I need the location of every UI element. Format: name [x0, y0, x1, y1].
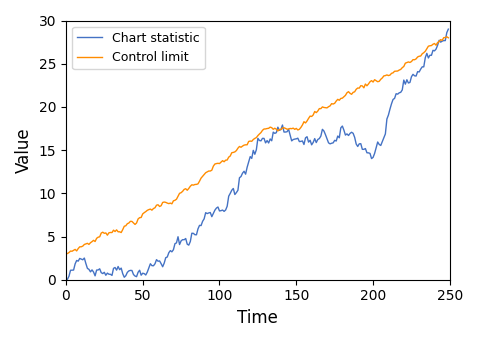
Chart statistic — [63, 278, 69, 282]
Chart statistic — [217, 209, 222, 213]
Control limit — [445, 36, 451, 40]
Control limit — [444, 35, 450, 39]
Chart statistic — [126, 269, 132, 273]
Line: Control limit: Control limit — [66, 37, 448, 254]
Line: Chart statistic: Chart statistic — [66, 29, 448, 280]
Chart statistic — [430, 48, 436, 52]
Legend: Chart statistic, Control limit: Chart statistic, Control limit — [72, 27, 205, 69]
X-axis label: Time: Time — [238, 309, 278, 327]
Control limit — [284, 127, 290, 131]
Chart statistic — [284, 130, 290, 134]
Y-axis label: Value: Value — [15, 127, 33, 173]
Control limit — [327, 104, 333, 108]
Chart statistic — [221, 209, 227, 213]
Chart statistic — [445, 27, 451, 31]
Control limit — [221, 160, 227, 164]
Control limit — [63, 252, 69, 256]
Chart statistic — [327, 142, 333, 146]
Control limit — [126, 221, 132, 225]
Control limit — [430, 42, 436, 46]
Control limit — [217, 161, 222, 166]
